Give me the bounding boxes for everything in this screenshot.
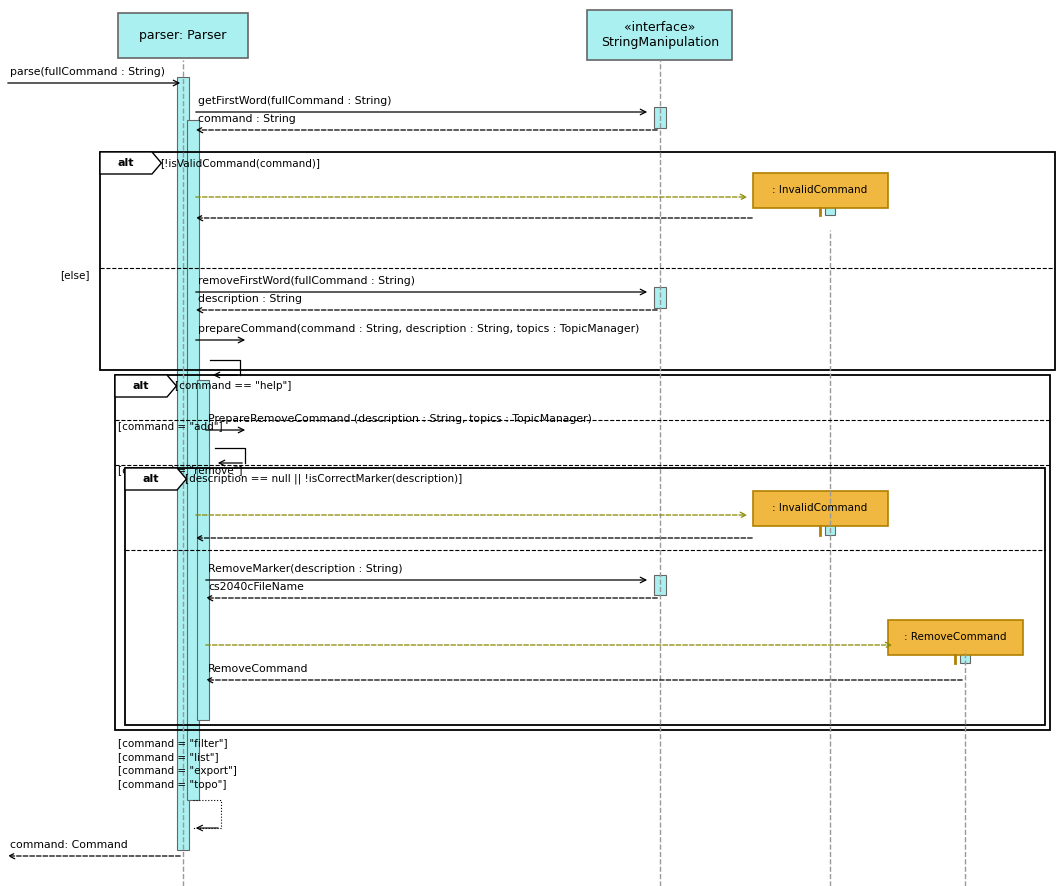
Text: [else]: [else] bbox=[59, 270, 89, 280]
FancyBboxPatch shape bbox=[187, 120, 199, 800]
Text: parse(fullCommand : String): parse(fullCommand : String) bbox=[10, 66, 165, 77]
Text: RemoveCommand: RemoveCommand bbox=[208, 664, 308, 673]
Text: : InvalidCommand: : InvalidCommand bbox=[772, 503, 868, 513]
Text: [description == null || !isCorrectMarker(description)]: [description == null || !isCorrectMarker… bbox=[186, 474, 463, 485]
Text: alt: alt bbox=[133, 381, 150, 391]
FancyBboxPatch shape bbox=[825, 200, 835, 215]
Text: alt: alt bbox=[118, 158, 134, 168]
Text: PrepareRemoveCommand (description : String, topics : TopicManager): PrepareRemoveCommand (description : Stri… bbox=[208, 414, 592, 424]
FancyBboxPatch shape bbox=[888, 619, 1023, 655]
FancyBboxPatch shape bbox=[654, 287, 666, 308]
Text: description : String: description : String bbox=[198, 294, 302, 304]
Text: [command = "list"]: [command = "list"] bbox=[118, 752, 219, 762]
FancyBboxPatch shape bbox=[654, 107, 666, 128]
FancyBboxPatch shape bbox=[753, 491, 888, 525]
Text: prepareCommand(command : String, description : String, topics : TopicManager): prepareCommand(command : String, descrip… bbox=[198, 323, 639, 334]
FancyBboxPatch shape bbox=[654, 575, 666, 595]
Text: [command = "add"]: [command = "add"] bbox=[118, 421, 223, 431]
FancyBboxPatch shape bbox=[196, 380, 209, 720]
Text: removeFirstWord(fullCommand : String): removeFirstWord(fullCommand : String) bbox=[198, 276, 415, 286]
FancyBboxPatch shape bbox=[825, 520, 835, 535]
Text: «interface»
StringManipulation: «interface» StringManipulation bbox=[601, 21, 719, 49]
Text: [command = "export"]: [command = "export"] bbox=[118, 766, 237, 776]
Text: [command = "filter"]: [command = "filter"] bbox=[118, 738, 227, 748]
Text: : RemoveCommand: : RemoveCommand bbox=[904, 632, 1007, 642]
Text: command: Command: command: Command bbox=[10, 840, 127, 850]
Text: cs2040cFileName: cs2040cFileName bbox=[208, 582, 304, 592]
FancyBboxPatch shape bbox=[177, 77, 189, 850]
Text: parser: Parser: parser: Parser bbox=[139, 28, 226, 42]
Text: : InvalidCommand: : InvalidCommand bbox=[772, 185, 868, 195]
Text: [command = "remove"]: [command = "remove"] bbox=[118, 465, 242, 475]
FancyBboxPatch shape bbox=[753, 173, 888, 207]
Text: [command == "help"]: [command == "help"] bbox=[175, 381, 292, 391]
FancyBboxPatch shape bbox=[118, 12, 249, 58]
Text: RemoveMarker(description : String): RemoveMarker(description : String) bbox=[208, 563, 402, 574]
Polygon shape bbox=[115, 375, 176, 397]
Text: command : String: command : String bbox=[198, 113, 295, 124]
FancyBboxPatch shape bbox=[587, 10, 733, 60]
Text: [command = "topo"]: [command = "topo"] bbox=[118, 780, 226, 790]
FancyBboxPatch shape bbox=[960, 648, 970, 663]
Polygon shape bbox=[125, 468, 186, 490]
Polygon shape bbox=[100, 152, 161, 174]
Text: getFirstWord(fullCommand : String): getFirstWord(fullCommand : String) bbox=[198, 96, 392, 105]
Text: alt: alt bbox=[142, 474, 159, 484]
Text: [!isValidCommand(command)]: [!isValidCommand(command)] bbox=[160, 158, 321, 168]
